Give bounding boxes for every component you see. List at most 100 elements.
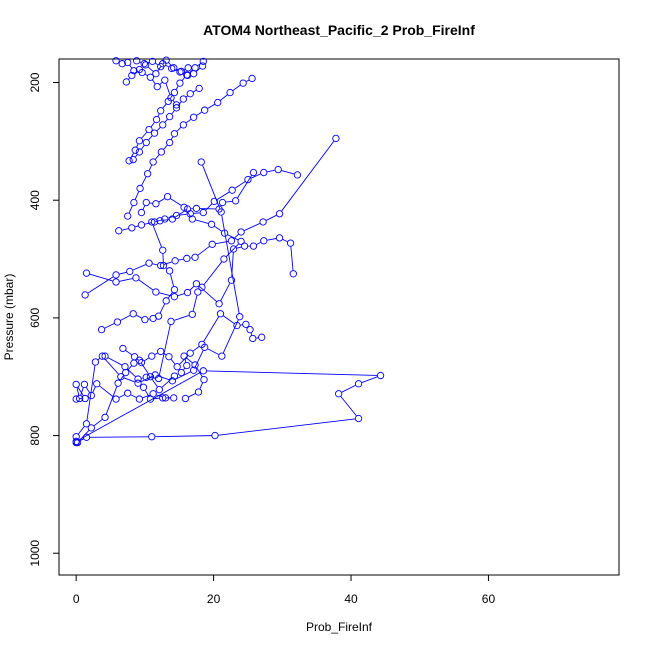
series-segment	[215, 240, 229, 245]
series-segment	[141, 131, 148, 139]
series-segment	[282, 238, 288, 243]
data-point	[135, 148, 144, 156]
data-point	[215, 300, 223, 308]
series-segment	[181, 77, 185, 81]
data-point	[146, 373, 155, 381]
series-segment	[267, 169, 275, 173]
data-point	[179, 95, 188, 103]
data-point	[159, 246, 167, 254]
series-segment	[155, 435, 212, 438]
series-segment	[170, 136, 174, 140]
series-segment	[165, 83, 171, 95]
data-point	[134, 379, 142, 387]
series-segment	[159, 303, 166, 314]
data-point	[170, 64, 178, 72]
series-segment	[136, 143, 139, 148]
series-9	[81, 134, 340, 299]
data-point	[170, 293, 179, 301]
data-point	[161, 394, 170, 402]
series-segment	[170, 274, 175, 287]
x-tick-label: 40	[344, 592, 358, 606]
data-point	[260, 168, 268, 177]
data-point	[167, 94, 175, 102]
series-segment	[159, 82, 163, 85]
data-point	[157, 347, 165, 356]
series-segment	[192, 346, 200, 352]
data-point	[183, 254, 191, 263]
series-segment	[152, 263, 158, 266]
series-segment	[163, 144, 168, 150]
data-point	[154, 374, 163, 383]
series-segment	[207, 348, 219, 355]
series-segment	[99, 385, 114, 398]
series-segment	[148, 164, 153, 171]
series-segment	[169, 95, 173, 99]
data-point	[141, 61, 150, 69]
data-point	[124, 389, 132, 397]
data-point	[172, 101, 181, 109]
data-point	[227, 237, 236, 245]
series-segment	[217, 191, 230, 200]
data-point	[73, 438, 82, 447]
data-point	[170, 394, 178, 402]
series-segment	[196, 67, 201, 72]
data-point	[91, 358, 100, 366]
data-point	[148, 352, 156, 360]
series-segment	[158, 324, 171, 376]
series-segment	[156, 394, 163, 398]
series-segment	[119, 375, 124, 381]
data-point	[258, 333, 266, 341]
series-segment	[196, 111, 202, 116]
data-point	[274, 165, 282, 174]
data-point	[220, 229, 229, 237]
data-point	[237, 237, 245, 246]
series-segment	[153, 397, 160, 400]
data-point	[244, 175, 252, 184]
series-segment	[223, 315, 235, 324]
data-point	[157, 148, 166, 156]
series-segment	[176, 68, 179, 71]
series-segment	[79, 372, 201, 441]
series-segment	[218, 418, 356, 436]
data-point	[167, 317, 175, 326]
data-point	[172, 104, 181, 112]
series-segment	[93, 419, 103, 427]
data-point	[183, 288, 192, 297]
y-tick-label: 1000	[28, 540, 42, 567]
data-point	[152, 288, 160, 296]
series-segment	[159, 292, 172, 297]
data-point	[214, 98, 222, 107]
data-point	[275, 210, 284, 218]
series-segment	[138, 279, 154, 291]
series-segment	[193, 212, 200, 214]
series-segment	[128, 77, 130, 80]
series-segment	[157, 66, 162, 72]
data-point	[176, 79, 184, 87]
data-point	[146, 73, 155, 81]
series-segment	[341, 384, 356, 393]
data-point	[194, 388, 203, 396]
data-point	[142, 373, 150, 381]
data-point	[216, 310, 225, 318]
series-segment	[127, 368, 136, 377]
data-point	[154, 312, 163, 320]
series-segment	[144, 222, 152, 225]
data-point	[199, 367, 207, 375]
data-point	[126, 267, 134, 276]
series-segment	[193, 89, 197, 93]
data-point	[137, 221, 146, 229]
series-segment	[154, 352, 158, 355]
data-point	[183, 71, 191, 79]
series-segment	[183, 368, 186, 371]
data-point	[148, 433, 156, 441]
data-point	[354, 414, 363, 423]
y-axis-label: Pressure (mbar)	[2, 274, 16, 361]
data-point	[155, 386, 163, 394]
series-segment	[119, 271, 127, 275]
data-point	[190, 366, 198, 374]
series-segment	[149, 377, 156, 379]
series-segment	[144, 73, 148, 76]
series-segment	[79, 430, 90, 441]
series-segment	[198, 285, 217, 302]
series-segment	[130, 394, 137, 398]
